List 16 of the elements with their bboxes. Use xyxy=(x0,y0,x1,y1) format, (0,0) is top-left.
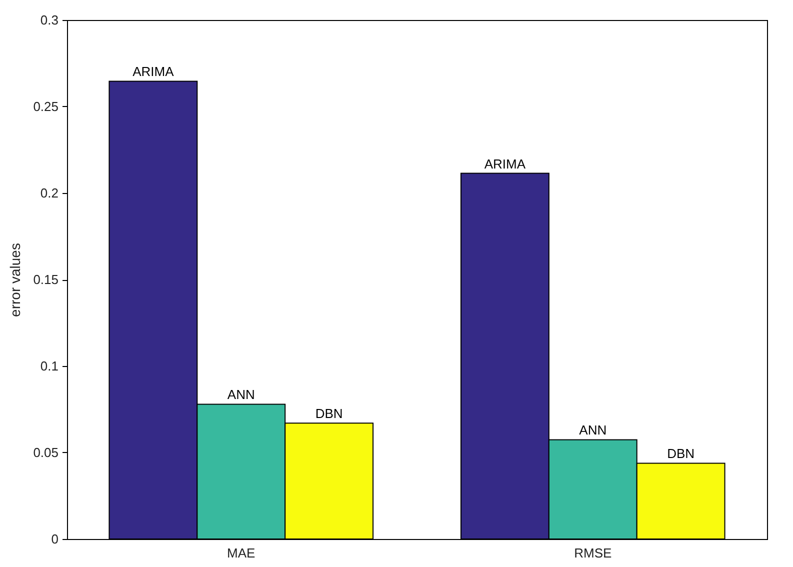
x-tick-label: RMSE xyxy=(574,546,612,560)
text: ARIMA xyxy=(484,156,526,172)
y-tick-label: 0.1 xyxy=(40,358,58,374)
series-label: ANN xyxy=(227,387,255,402)
y-tick-label: 0.3 xyxy=(40,12,58,28)
y-tick-label: 0 xyxy=(51,532,58,546)
y-tick-label: 0.15 xyxy=(33,272,58,287)
text: ANN xyxy=(579,422,607,438)
series-label: DBN xyxy=(315,406,343,422)
y-axis-title: error values xyxy=(7,243,24,317)
y-tick-label: 0.25 xyxy=(33,99,58,114)
y-tick-label: 0.2 xyxy=(40,186,58,200)
text: DBN xyxy=(667,446,695,462)
x-tick-label: MAE xyxy=(227,546,256,560)
series-label: ARIMA xyxy=(132,64,174,80)
y-tick-label: 0.05 xyxy=(33,445,58,460)
